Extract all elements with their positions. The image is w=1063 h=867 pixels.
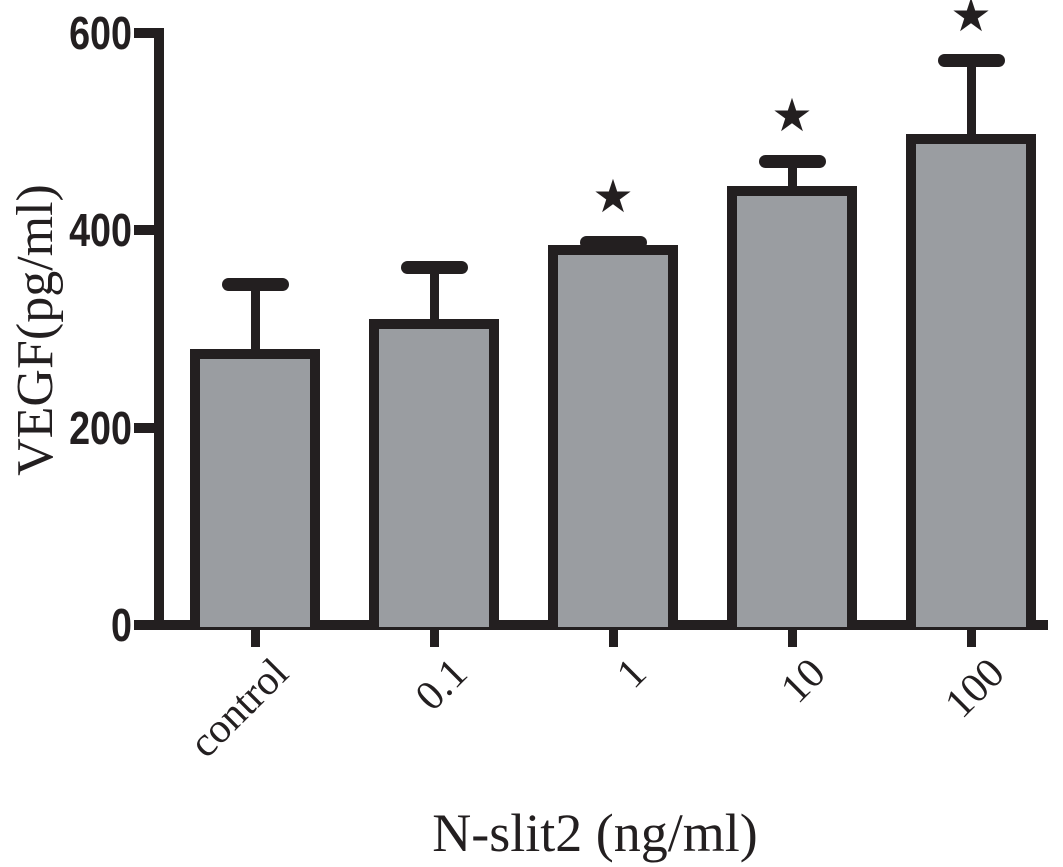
significance-star: ★ (771, 88, 813, 143)
significance-star: ★ (950, 0, 992, 42)
y-tick-label: 200 (69, 401, 132, 454)
y-tick-label: 0 (111, 599, 132, 651)
x-axis-tick (966, 630, 976, 647)
bar-10 (727, 185, 857, 627)
x-axis-tick (250, 630, 260, 647)
error-bar-cap (758, 154, 826, 168)
y-axis-tick (134, 28, 154, 38)
error-bar-cap (400, 261, 468, 275)
bar-control (190, 348, 320, 627)
y-axis-tick (134, 422, 154, 433)
y-tick-label: 400 (69, 204, 132, 257)
error-bar-stem (250, 284, 260, 360)
error-bar-stem (787, 161, 797, 197)
error-bar-cap (937, 54, 1005, 68)
bar-1 (548, 245, 678, 627)
error-bar-stem (429, 267, 439, 331)
x-axis-title: N-slit2 (ng/ml) (432, 803, 758, 863)
y-axis-tick (134, 620, 154, 630)
y-axis-title: VEGF(pg/ml) (7, 184, 64, 476)
y-tick-label: 600 (69, 7, 132, 59)
y-axis-line (154, 28, 164, 630)
error-bar-stem (966, 60, 976, 145)
significance-star: ★ (592, 169, 634, 224)
x-axis-tick (429, 630, 439, 647)
y-axis-tick (134, 225, 154, 236)
bar-0.1 (369, 319, 499, 627)
error-bar-cap (221, 278, 289, 292)
x-axis-tick (608, 630, 618, 647)
bar-100 (906, 133, 1036, 627)
x-axis-tick (787, 630, 797, 647)
